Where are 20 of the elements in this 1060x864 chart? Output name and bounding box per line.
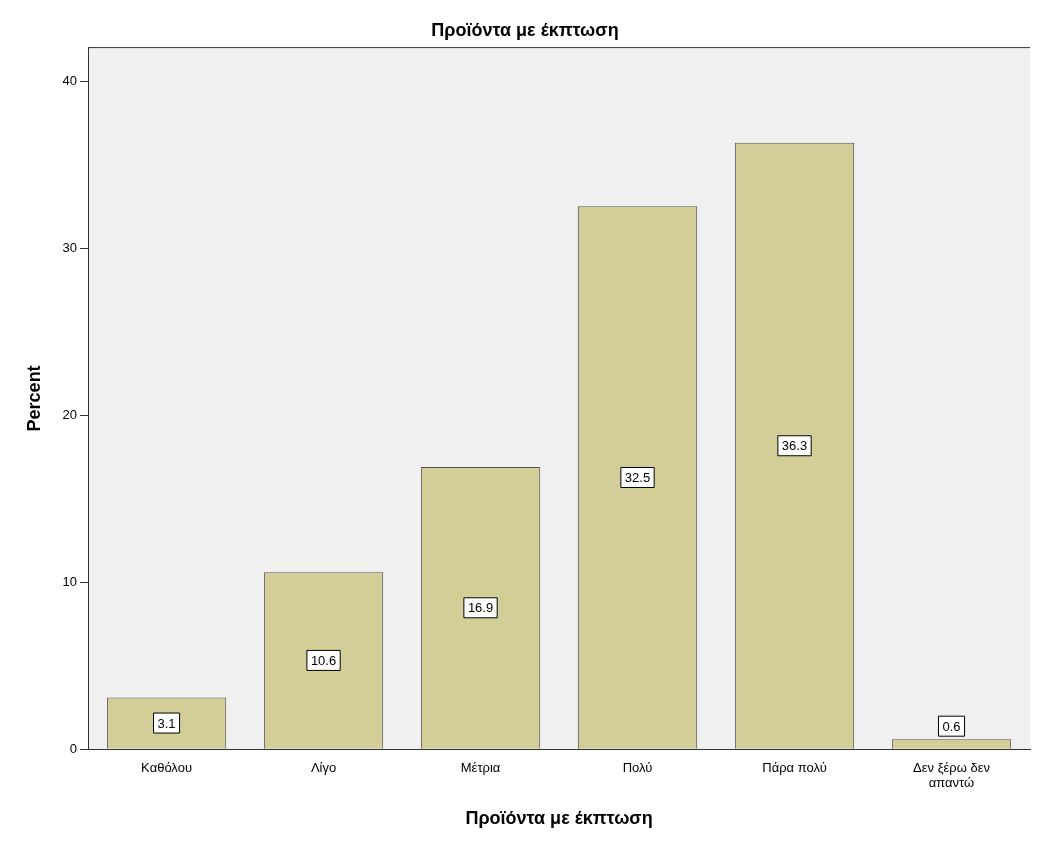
x-tick-label: Λίγο [310,759,337,775]
x-tick-label: Πάρα πολύ [762,759,827,775]
y-tick-label: 40 [62,72,78,88]
x-tick-label: Καθόλου [141,759,192,775]
data-label: 3.1 [157,715,176,731]
y-tick-label: 20 [62,406,78,422]
data-label: 32.5 [624,470,651,486]
y-axis-title: Percent [23,365,44,432]
y-tick-label: 10 [62,573,78,589]
x-axis-title: Προϊόντα με έκπτωση [465,808,653,829]
data-label: 16.9 [467,600,494,616]
data-label: 0.6 [942,718,961,734]
y-tick-label: 30 [62,239,78,255]
chart-title: Προϊόντα με έκπτωση [431,19,619,40]
y-tick-label: 0 [69,740,78,756]
data-label: 36.3 [781,438,808,454]
x-tick-label: Δεν ξέρω δεν απαντώ [913,759,990,791]
x-tick-label: Μέτρια [460,759,501,775]
x-tick-label: Πολύ [622,759,653,775]
data-label: 10.6 [310,652,337,668]
